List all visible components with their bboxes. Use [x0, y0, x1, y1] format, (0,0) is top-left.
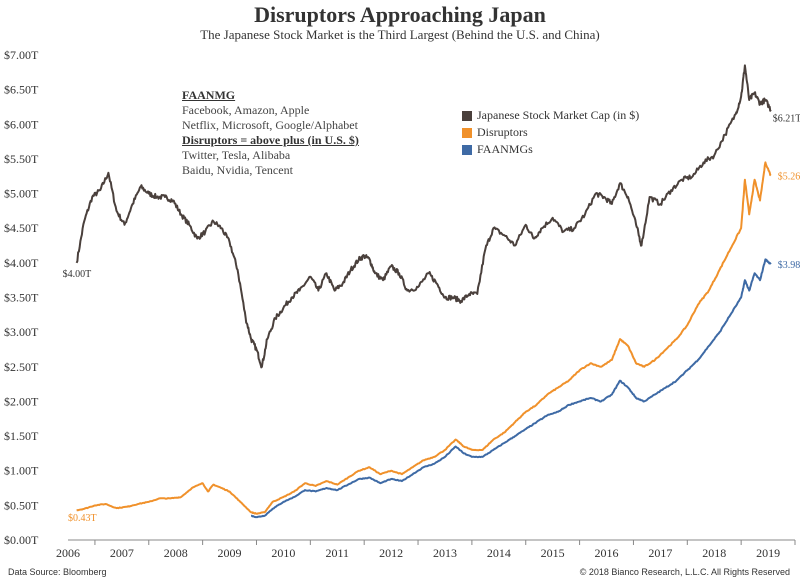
legend-item-disruptors: Disruptors	[462, 124, 639, 141]
footer-source: Data Source: Bloomberg	[8, 567, 107, 577]
y-tick-label: $1.00T	[4, 464, 39, 478]
series-layer	[75, 64, 772, 519]
footer-copyright: © 2018 Bianco Research, L.L.C. All Right…	[579, 567, 790, 577]
y-tick-label: $0.50T	[4, 498, 39, 512]
x-tick-label: 2009	[218, 546, 242, 560]
legend-swatch-disruptors	[462, 127, 472, 138]
x-tick-label: 2014	[487, 546, 511, 560]
legend-label: FAANMGs	[477, 142, 533, 156]
x-tick-label: 2007	[110, 546, 134, 560]
y-tick-label: $5.50T	[4, 152, 39, 166]
y-tick-label: $5.00T	[4, 187, 39, 201]
data-label-japan-start: $4.00T	[63, 269, 92, 280]
annotation-heading-faanmg: FAANMG	[182, 88, 236, 102]
x-tick-label: 2016	[595, 546, 619, 560]
y-tick-label: $4.50T	[4, 221, 39, 235]
data-label-disruptors-start: $0.43T	[68, 513, 97, 524]
series-line-disruptors	[76, 161, 772, 515]
x-tick-label: 2013	[433, 546, 457, 560]
series-line-japan	[75, 64, 772, 369]
x-tick-label: 2018	[702, 546, 726, 560]
chart-subtitle: The Japanese Stock Market is the Third L…	[200, 27, 600, 42]
x-tick-label: 2012	[379, 546, 403, 560]
legend-swatch-japan	[462, 110, 472, 121]
data-label-faanmg-end: $3.98T	[778, 260, 800, 271]
y-tick-label: $2.00T	[4, 394, 39, 408]
x-tick-label: 2008	[164, 546, 188, 560]
annotation-line: Facebook, Amazon, Apple	[182, 103, 310, 117]
legend-label: Disruptors	[477, 125, 528, 139]
x-tick-label: 2015	[541, 546, 565, 560]
series-line-faanmg	[250, 258, 772, 519]
legend-swatch-faanmg	[462, 144, 472, 155]
y-tick-label: $1.50T	[4, 429, 39, 443]
annotation-line: Baidu, Nvidia, Tencent	[182, 163, 293, 177]
y-tick-label: $6.00T	[4, 117, 39, 131]
chart-title: Disruptors Approaching Japan	[254, 2, 546, 27]
annotation-box: FAANMG Facebook, Amazon, Apple Netflix, …	[182, 88, 359, 178]
legend-label: Japanese Stock Market Cap (in $)	[477, 108, 640, 122]
annotation-line: Netflix, Microsoft, Google/Alphabet	[182, 118, 358, 132]
x-tick-label: 2017	[648, 546, 672, 560]
y-tick-label: $6.50T	[4, 83, 39, 97]
data-label-japan-end: $6.21T	[773, 114, 800, 125]
end-labels: $4.00T $6.21T $0.43T $5.26T $3.98T	[63, 114, 800, 524]
legend-item-faanmg: FAANMGs	[462, 141, 639, 158]
annotation-heading-disruptors: Disruptors = above plus (in U.S. $)	[182, 133, 359, 147]
annotation-line: Twitter, Tesla, Alibaba	[182, 148, 291, 162]
y-tick-label: $0.00T	[4, 533, 39, 547]
x-tick-label: 2019	[756, 546, 780, 560]
legend-item-japan: Japanese Stock Market Cap (in $)	[462, 107, 639, 124]
x-tick-label: 2006	[56, 546, 80, 560]
x-tick-label: 2010	[271, 546, 295, 560]
y-tick-label: $3.50T	[4, 291, 39, 305]
legend: Japanese Stock Market Cap (in $) Disrupt…	[462, 107, 639, 158]
axes: $0.00T $0.50T $1.00T $1.50T $2.00T $2.50T $3.0…	[4, 48, 796, 560]
y-tick-label: $2.50T	[4, 360, 39, 374]
x-tick-label: 2011	[325, 546, 349, 560]
y-tick-label: $7.00T	[4, 48, 39, 62]
y-tick-label: $3.00T	[4, 325, 39, 339]
data-label-disruptors-end: $5.26T	[778, 172, 800, 183]
y-tick-label: $4.00T	[4, 256, 39, 270]
